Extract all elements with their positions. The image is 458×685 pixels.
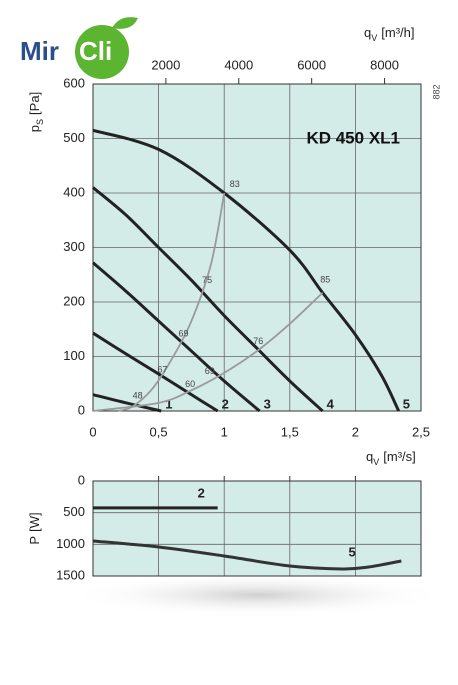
axis-label: pS [Pa]	[27, 92, 45, 132]
series-line	[92, 393, 162, 413]
efficiency-label: 83	[230, 179, 240, 189]
series-line	[92, 292, 324, 412]
y-tick-label: 300	[63, 239, 85, 254]
logo-text: Mir	[20, 36, 59, 66]
logo-circle	[75, 25, 129, 79]
y-tick-label: 1500	[56, 567, 85, 582]
curve-label: 3	[264, 396, 271, 411]
label-part: [m³/s]	[383, 449, 416, 464]
x2-tick-label: 6000	[297, 57, 326, 72]
efficiency-label: 69	[205, 366, 215, 376]
x-tick-label: 1	[221, 424, 228, 439]
efficiency-label: 69	[179, 329, 189, 339]
label-part: q	[364, 25, 371, 40]
x-tick-label: 0,5	[150, 424, 168, 439]
axis-label: qV [m³/s]	[366, 449, 416, 467]
label-part: P	[27, 536, 42, 545]
logo-text: Cli	[79, 36, 112, 66]
curve-label: 2	[222, 396, 229, 411]
y-tick-label: 400	[63, 184, 85, 199]
y-tick-label: 100	[63, 348, 85, 363]
curve-label: 4	[327, 396, 335, 411]
x2-tick-label: 4000	[224, 57, 253, 72]
y-tick-label: 0	[78, 472, 85, 487]
series-line	[92, 261, 261, 413]
curve-label: 1	[165, 396, 172, 411]
logo-leaf	[112, 17, 138, 29]
label-part: V	[373, 457, 379, 467]
side-note: 882	[431, 84, 441, 99]
label-part: [m³/h]	[381, 25, 414, 40]
label-part: q	[366, 449, 373, 464]
label-part: V	[371, 33, 377, 43]
shadow	[67, 573, 447, 617]
series-line	[92, 128, 401, 412]
efficiency-label: 48	[133, 391, 143, 401]
label-part: [W]	[27, 512, 42, 532]
x2-tick-label: 2000	[151, 57, 180, 72]
x-tick-label: 2	[352, 424, 359, 439]
efficiency-label: 67	[158, 365, 168, 375]
chart-title: KD 450 XL1	[306, 128, 400, 147]
axis-label: P [W]	[27, 512, 42, 544]
series-line	[92, 331, 219, 413]
axis-label: qV [m³/h]	[364, 25, 414, 43]
series-line	[92, 186, 324, 413]
efficiency-label: 85	[320, 275, 330, 285]
label-part: p	[27, 125, 42, 132]
x-tick-label: 0	[89, 424, 96, 439]
x2-tick-label: 8000	[370, 57, 399, 72]
efficiency-label: 75	[202, 275, 212, 285]
curve-label: 2	[198, 485, 205, 500]
label-part: [Pa]	[27, 92, 42, 115]
y-tick-label: 500	[63, 504, 85, 519]
y-tick-label: 200	[63, 293, 85, 308]
y-tick-label: 500	[63, 130, 85, 145]
x-tick-label: 1,5	[281, 424, 299, 439]
y-tick-label: 600	[63, 75, 85, 90]
label-part: S	[35, 119, 45, 125]
logo: Mir Cli	[20, 17, 138, 79]
y-tick-label: 0	[78, 402, 85, 417]
efficiency-label: 60	[185, 379, 195, 389]
curve-label: 5	[349, 544, 356, 559]
curve-label: 5	[403, 396, 410, 411]
plot-border	[92, 480, 422, 577]
y-tick-label: 1000	[56, 536, 85, 551]
x-tick-label: 2,5	[412, 424, 430, 439]
plot-border	[92, 83, 422, 412]
series-line	[92, 539, 402, 571]
efficiency-label: 76	[253, 336, 263, 346]
